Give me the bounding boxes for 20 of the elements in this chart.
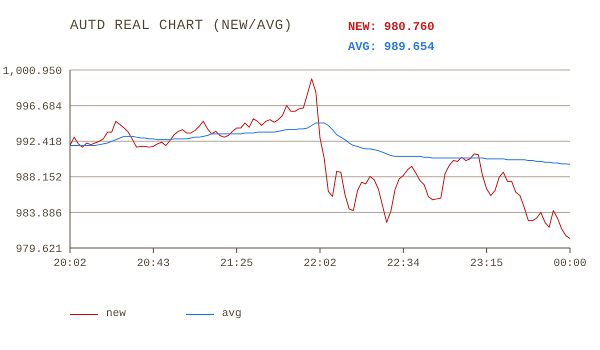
x-tick-label: 22:34 [386, 258, 420, 270]
x-tick-label: 20:02 [53, 258, 87, 270]
y-tick-label: 979.621 [16, 244, 62, 256]
y-tick-label: 988.152 [16, 172, 62, 185]
line-series [70, 78, 570, 239]
x-tick-label: 22:02 [303, 258, 337, 270]
text: AVG: 989.654 [348, 40, 434, 54]
y-tick-label: 992.418 [16, 137, 62, 150]
y-tick-label: 996.684 [16, 102, 62, 114]
x-tick-label: 00:00 [553, 258, 587, 270]
text: NEW: 980.760 [348, 20, 434, 34]
y-tick-label: 1,000.950 [2, 66, 62, 78]
x-tick-label: 23:15 [470, 258, 504, 270]
legend-label: avg [222, 308, 242, 320]
x-tick-label: 20:43 [136, 258, 170, 270]
line-series [70, 122, 570, 165]
x-tick-label: 21:25 [220, 258, 254, 270]
chart-title: AUTD REAL CHART (NEW/AVG) [70, 18, 293, 34]
legend-label: new [106, 308, 126, 320]
y-tick-label: 983.886 [16, 208, 62, 220]
